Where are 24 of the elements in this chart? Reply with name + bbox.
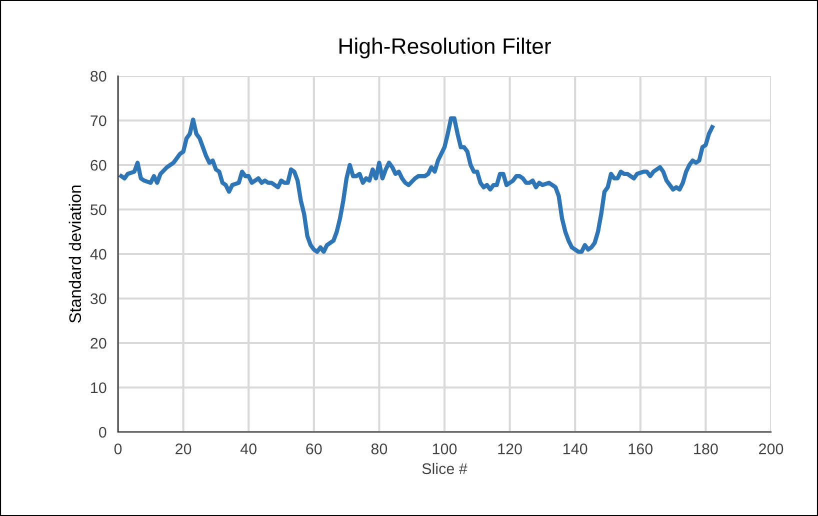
x-tick-label: 80 bbox=[371, 444, 388, 454]
x-tick-label: 60 bbox=[306, 444, 322, 454]
x-axis-title: Slice # bbox=[422, 462, 468, 474]
x-tick-label: 40 bbox=[240, 444, 256, 454]
x-tick-label: 100 bbox=[432, 444, 457, 454]
line-series bbox=[119, 116, 714, 254]
y-tick-label: 80 bbox=[90, 70, 106, 82]
y-tick-label: 40 bbox=[90, 248, 106, 260]
y-tick-label: 30 bbox=[90, 293, 106, 304]
chart-title: High-Resolution Filter bbox=[340, 38, 551, 58]
y-tick-label: 50 bbox=[90, 204, 106, 216]
x-tick-label: 20 bbox=[176, 444, 192, 454]
y-tick-label: 60 bbox=[90, 160, 106, 171]
x-tick-label: 140 bbox=[564, 444, 588, 454]
x-tick-label: 180 bbox=[694, 444, 718, 454]
y-tick-label: 20 bbox=[90, 338, 106, 349]
x-tick-label: 160 bbox=[628, 444, 653, 454]
y-tick-label: 70 bbox=[90, 115, 106, 126]
x-tick-label: 200 bbox=[759, 444, 784, 454]
x-tick-label: 120 bbox=[498, 444, 522, 454]
y-tick-label: 0 bbox=[98, 426, 106, 438]
y-tick-label: 10 bbox=[91, 382, 106, 394]
x-tick-label: 0 bbox=[114, 444, 122, 454]
y-axis-title: Standard deviation bbox=[68, 186, 82, 323]
